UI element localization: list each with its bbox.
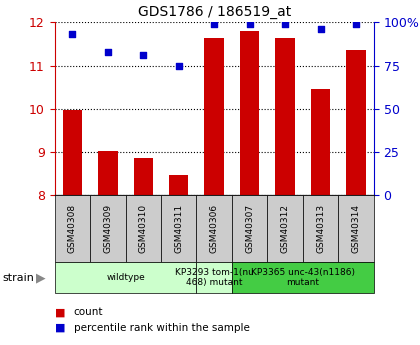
Bar (311, 89, 331, 195)
Bar (276, 38, 295, 195)
Text: GSM40308: GSM40308 (68, 204, 77, 253)
Point (105, 49, 111, 55)
Point (353, 21, 360, 27)
Bar (98, 151, 118, 195)
Bar (240, 31, 260, 195)
Point (246, 21, 253, 27)
Text: ▶: ▶ (37, 271, 46, 284)
Point (140, 52, 147, 58)
Title: GDS1786 / 186519_at: GDS1786 / 186519_at (138, 4, 291, 19)
Text: GSM40313: GSM40313 (316, 204, 325, 253)
Bar (134, 158, 153, 195)
Text: KP3293 tom-1(nu
468) mutant: KP3293 tom-1(nu 468) mutant (175, 268, 254, 287)
Bar (169, 175, 189, 195)
Text: GSM40309: GSM40309 (103, 204, 112, 253)
Bar (346, 50, 366, 195)
Text: percentile rank within the sample: percentile rank within the sample (74, 323, 249, 333)
Text: GSM40307: GSM40307 (245, 204, 254, 253)
Point (282, 21, 289, 27)
Text: GSM40311: GSM40311 (174, 204, 183, 253)
Point (211, 21, 218, 27)
Point (69, 32, 76, 37)
Point (317, 27, 324, 32)
Text: ■: ■ (55, 323, 65, 333)
Point (176, 63, 182, 68)
Text: GSM40306: GSM40306 (210, 204, 219, 253)
Text: GSM40314: GSM40314 (352, 204, 360, 253)
Text: ■: ■ (55, 307, 65, 317)
Bar (205, 38, 224, 195)
Text: count: count (74, 307, 103, 317)
Text: strain: strain (2, 273, 34, 283)
Text: wildtype: wildtype (106, 273, 145, 282)
Text: GSM40312: GSM40312 (281, 204, 290, 253)
Bar (63, 110, 82, 195)
Text: KP3365 unc-43(n1186)
mutant: KP3365 unc-43(n1186) mutant (251, 268, 355, 287)
Text: GSM40310: GSM40310 (139, 204, 148, 253)
